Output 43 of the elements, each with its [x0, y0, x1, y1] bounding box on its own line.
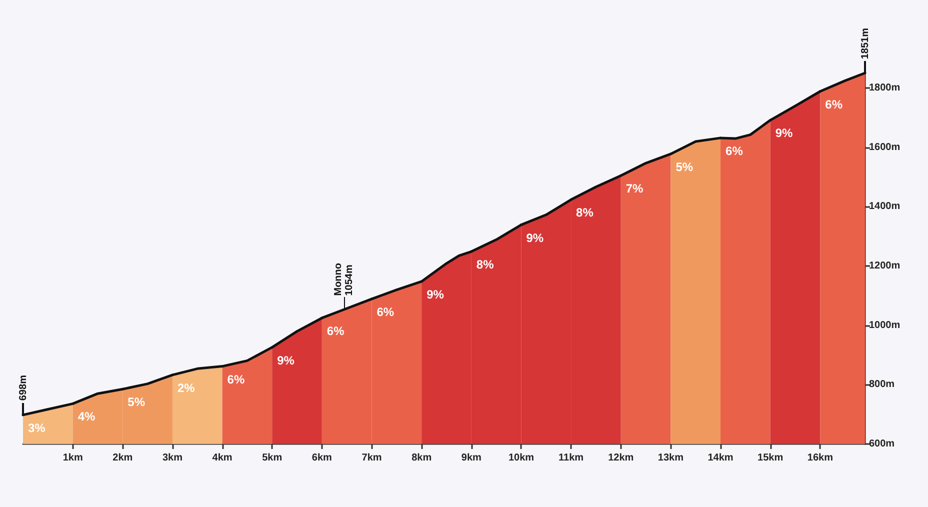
x-tick-label: 7km: [362, 452, 382, 464]
x-tick-label: 3km: [162, 452, 183, 464]
x-tick-label: 6km: [312, 452, 332, 464]
annotation: 9%: [526, 230, 544, 245]
x-tick-label: 2km: [112, 452, 133, 464]
y-tick-label: 1600m: [869, 142, 900, 153]
y-tick-label: 1400m: [869, 201, 900, 212]
x-tick-label: 5km: [262, 452, 282, 464]
annotation: 3%: [28, 420, 46, 435]
x-tick-label: 8km: [412, 452, 432, 464]
annotation: 5%: [676, 160, 694, 174]
y-tick-label: 600m: [869, 438, 895, 450]
annotation: 9%: [426, 287, 444, 302]
annotation: 6%: [825, 97, 843, 112]
annotation: 6%: [326, 324, 345, 338]
x-tick-label: 1km: [62, 452, 83, 464]
x-tick-label: 4km: [212, 452, 232, 464]
annotation: 6%: [726, 144, 744, 158]
y-tick-label: 1200m: [869, 260, 900, 272]
annotation: 8%: [476, 258, 494, 272]
x-tick-label: 10km: [508, 452, 534, 464]
x-tick-label: 12km: [608, 452, 634, 464]
annotation: 1851m: [860, 28, 870, 59]
x-tick-label: 16km: [807, 452, 834, 464]
annotation: 6%: [227, 372, 245, 386]
annotation: 5%: [128, 395, 146, 410]
annotation: 9%: [775, 126, 794, 140]
annotation: 6%: [376, 304, 394, 319]
x-tick-label: 11km: [558, 452, 584, 464]
annotation: 9%: [277, 353, 295, 368]
x-tick-label: 14km: [708, 452, 734, 464]
y-tick-label: 800m: [869, 379, 895, 390]
x-tick-label: 15km: [758, 452, 784, 464]
annotation: Monno 1054m: [333, 262, 356, 296]
x-tick-label: 13km: [658, 452, 684, 464]
annotation: 4%: [78, 410, 96, 424]
annotation: 7%: [626, 182, 644, 196]
y-tick-label: 1800m: [869, 82, 900, 94]
x-tick-label: 9km: [461, 452, 482, 464]
annotation: 8%: [576, 206, 594, 220]
annotation: 2%: [177, 380, 196, 395]
annotation: 698m: [18, 375, 28, 401]
y-tick-label: 1000m: [869, 320, 900, 331]
